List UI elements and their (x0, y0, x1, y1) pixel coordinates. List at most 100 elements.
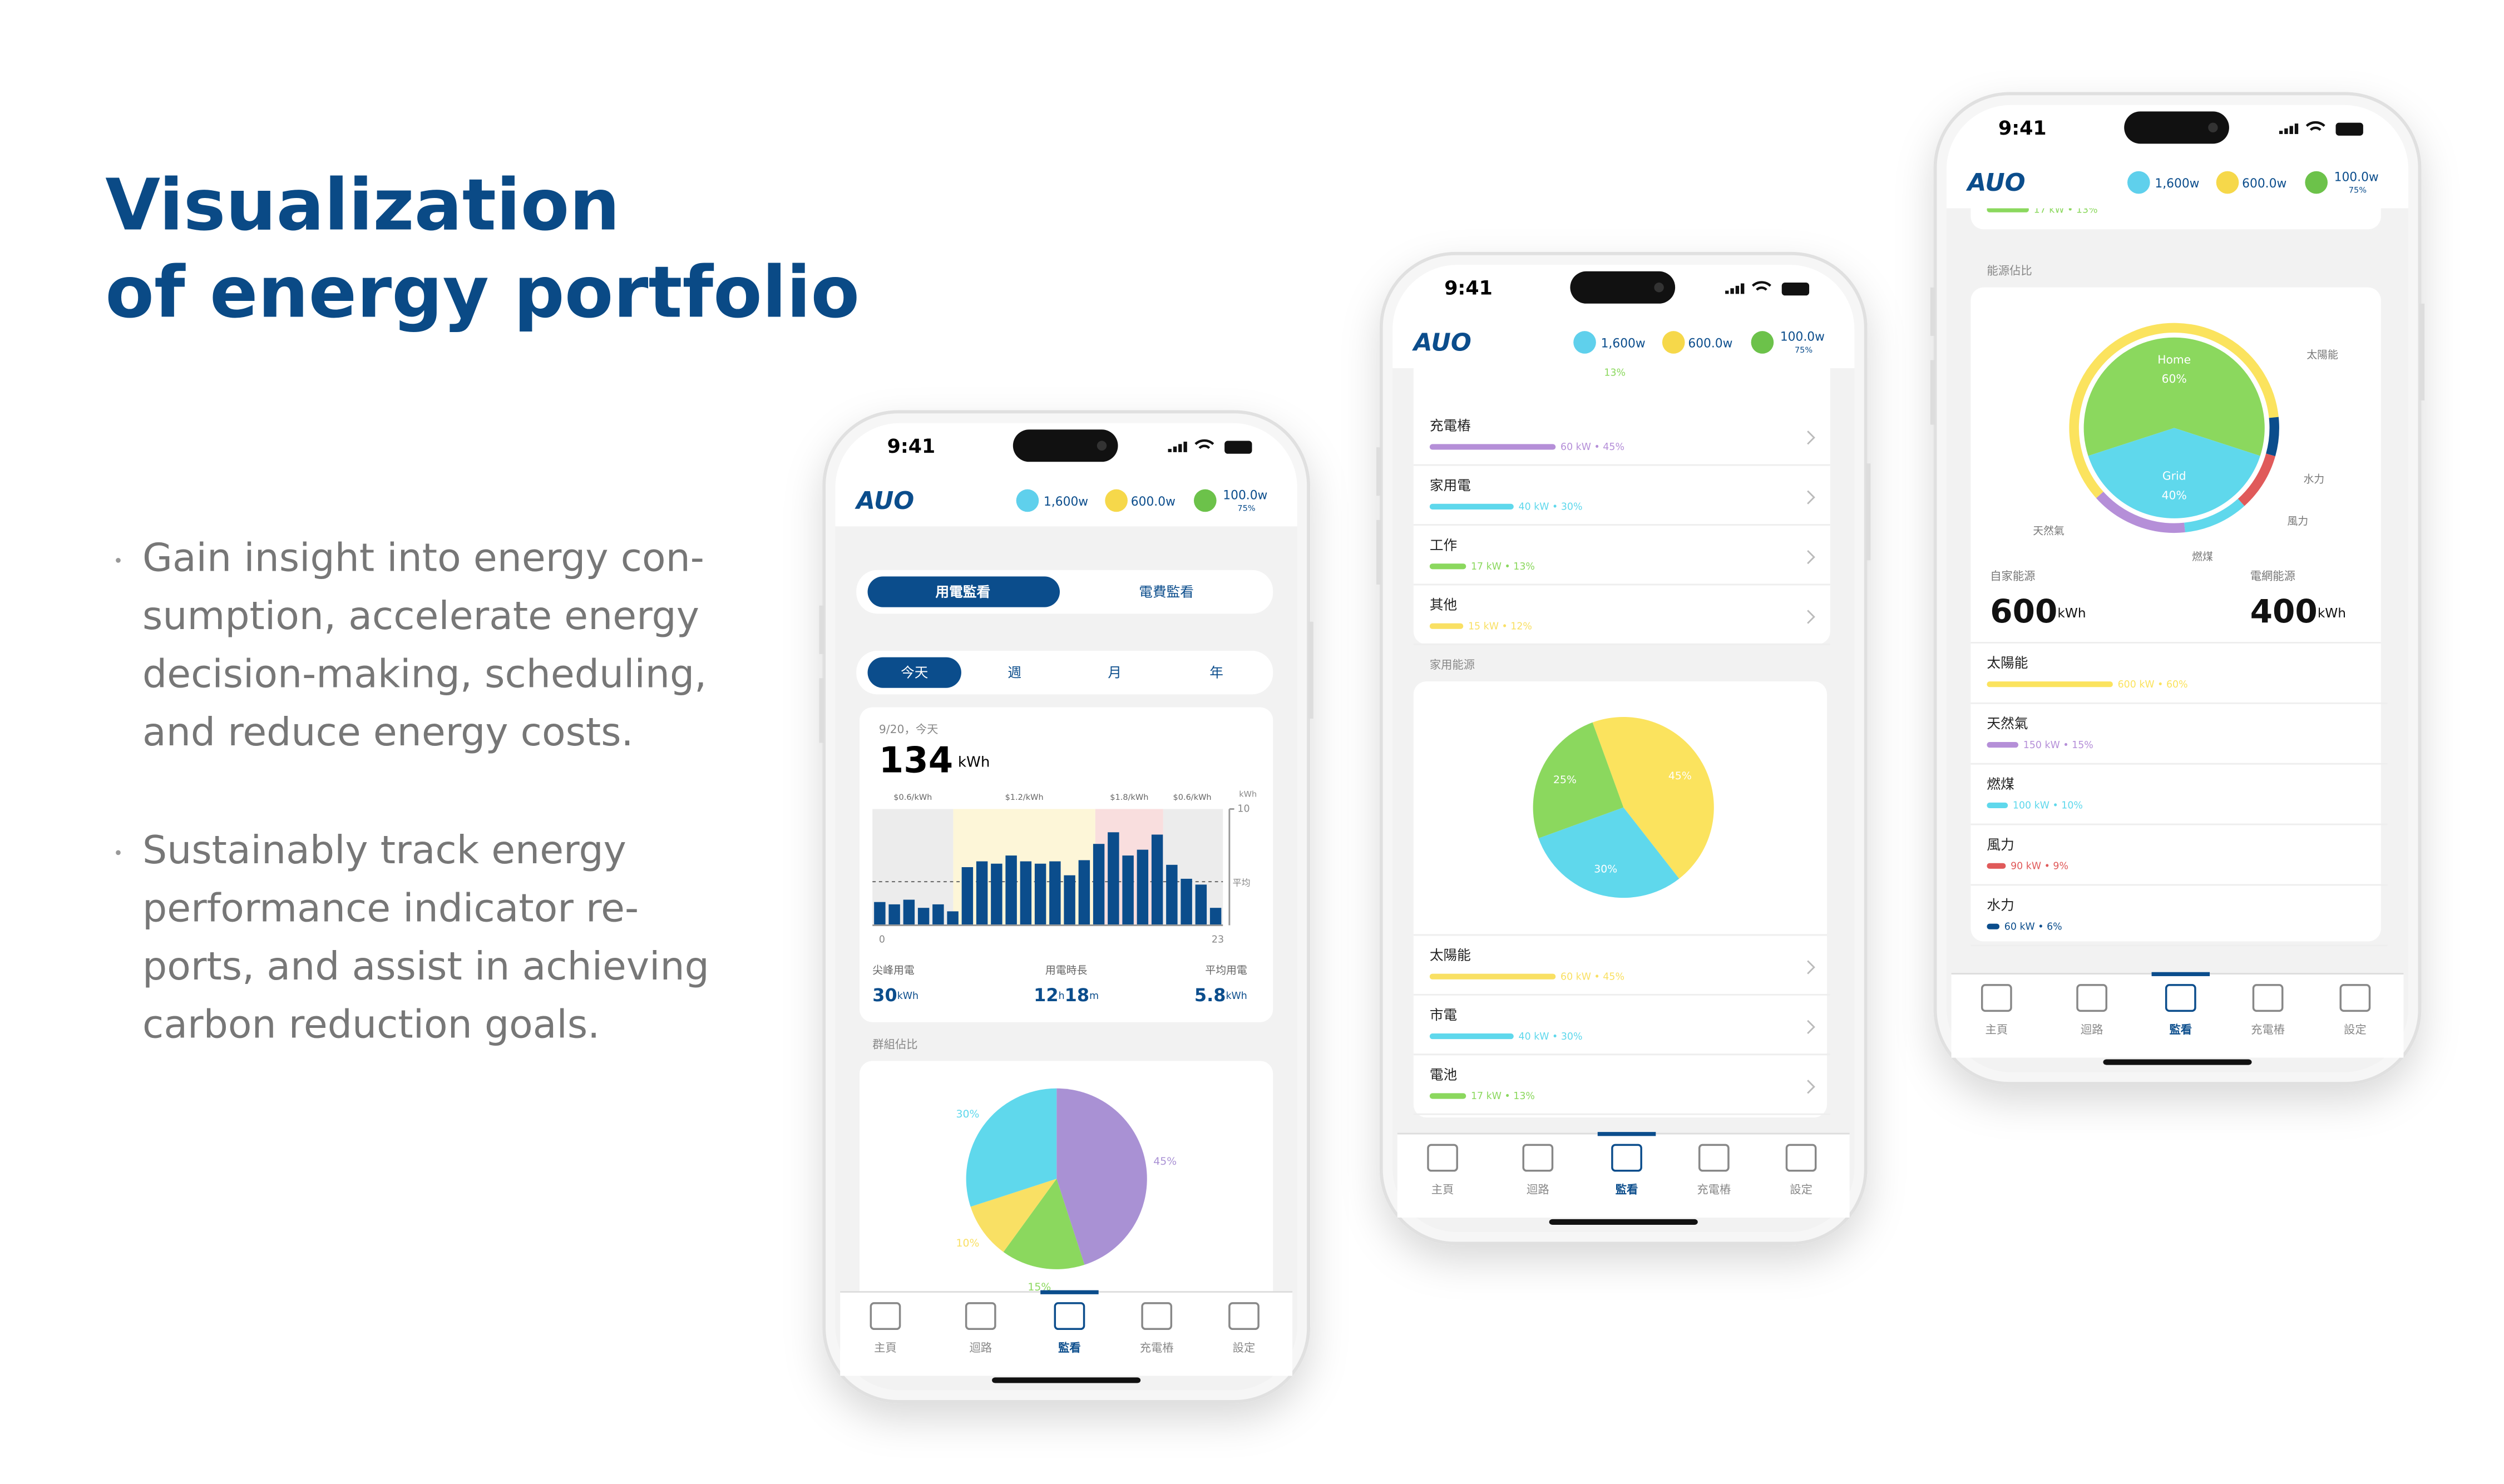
battery-chip (2305, 171, 2328, 194)
signal-bar (1173, 446, 1177, 452)
partial: 13% (1604, 368, 1626, 379)
load-value: 1,600w (1601, 337, 1646, 350)
bullet-text: sumption, accelerate energy (142, 593, 699, 639)
pie-slice (970, 1179, 1057, 1252)
list-bar (1987, 681, 2113, 687)
load-value: 1,600w (2155, 177, 2199, 191)
bar (947, 911, 959, 926)
list-name: 充電樁 (1430, 417, 1471, 433)
home-indicator (992, 1377, 1141, 1383)
total-unit: kWh (958, 754, 990, 770)
chevron (1807, 1020, 1815, 1035)
chevron (1807, 1080, 1815, 1094)
stat-value: 30kWh (872, 985, 918, 1006)
pie-label: 10% (956, 1237, 980, 1249)
stat-part: m (1089, 991, 1099, 1002)
price-label: $1.2/kWh (1005, 793, 1044, 802)
side-button (819, 605, 824, 654)
bar (1093, 844, 1105, 926)
x-label: 0 (879, 934, 885, 946)
battery-icon (1781, 283, 1810, 296)
nav-label[interactable]: 主頁 (1986, 1023, 2008, 1036)
nav-label[interactable]: 監看 (1616, 1183, 1638, 1196)
ring-label: 燃煤 (2192, 551, 2213, 563)
stat-label: 尖峰用電 (872, 964, 915, 976)
side-button (2419, 303, 2425, 400)
nav-label[interactable]: 設定 (2344, 1023, 2367, 1036)
nav-icon (1141, 1302, 1173, 1330)
card (1413, 334, 1830, 645)
nav-label[interactable]: 監看 (2169, 1023, 2192, 1036)
stat-value: 400kWh (2250, 592, 2346, 630)
ring-label: 太陽能 (2307, 349, 2338, 361)
nav-icon (870, 1302, 901, 1330)
nav-label[interactable]: 監看 (1058, 1341, 1081, 1354)
bar (1034, 863, 1046, 926)
nav-label[interactable]: 充電樁 (1697, 1183, 1731, 1196)
ring-segment (2096, 491, 2185, 533)
section-label: 能源佔比 (1987, 264, 2032, 278)
side-button (1376, 447, 1381, 496)
list-name: 家用電 (1430, 477, 1471, 493)
bullet-text: carbon reduction goals. (142, 1002, 600, 1047)
app-logo: AUO (855, 487, 914, 515)
total-label: 電網能源 (2250, 569, 2295, 582)
price-label: $1.8/kWh (1110, 793, 1148, 802)
dynamic-island (1570, 271, 1676, 304)
pie-name: Home (2157, 353, 2191, 366)
nav-bar (1951, 973, 2404, 1058)
nav-icon (2339, 984, 2371, 1012)
ring-label: 風力 (2287, 515, 2308, 527)
nav-icon (1522, 1144, 1554, 1172)
nav-label[interactable]: 充電樁 (1140, 1341, 1174, 1354)
tab[interactable]: 用電監看 (936, 583, 991, 600)
bullet-text: ports, and assist in achieving (142, 944, 709, 989)
period[interactable]: 月 (1108, 665, 1122, 681)
nav-label[interactable]: 主頁 (874, 1341, 897, 1354)
nav-icon (1228, 1302, 1260, 1330)
nav-icon (2252, 984, 2284, 1012)
period-active (867, 657, 961, 688)
nav-icon (2165, 984, 2196, 1012)
nav-icon (1981, 984, 2012, 1012)
period[interactable]: 今天 (901, 665, 928, 681)
pie-label: 60% (2162, 372, 2187, 385)
period[interactable]: 週 (1007, 665, 1021, 681)
stat-part: 12 (1034, 985, 1058, 1006)
price-label: $0.6/kWh (893, 793, 932, 802)
nav-label[interactable]: 主頁 (1431, 1183, 1454, 1196)
list-bar (1429, 973, 1556, 980)
nav-label[interactable]: 設定 (1233, 1341, 1256, 1354)
nav-label[interactable]: 迴路 (2081, 1023, 2103, 1036)
stat-value: 12h18m (1034, 985, 1099, 1006)
nav-label[interactable]: 迴路 (969, 1341, 992, 1354)
nav-icon (1785, 1144, 1817, 1172)
pie-slice (2088, 428, 2260, 518)
battery-chip (1751, 331, 1774, 354)
period[interactable]: 年 (1209, 665, 1223, 681)
list-bar (1429, 623, 1464, 629)
section-label: 家用能源 (1430, 658, 1475, 671)
list-value: 60 kW • 45% (1560, 971, 1624, 982)
list-name: 燃煤 (1987, 776, 2014, 792)
nav-label[interactable]: 充電樁 (2251, 1023, 2285, 1036)
ring-segment (2184, 498, 2245, 533)
pie-slice (966, 1088, 1057, 1207)
pie-slice (1538, 807, 1680, 898)
bar (1108, 832, 1119, 926)
pie-label: 40% (2162, 488, 2187, 502)
battery-icon (2335, 122, 2363, 136)
list-bar (1987, 802, 2008, 809)
nav-label[interactable]: 設定 (1790, 1183, 1812, 1196)
pie-label: 25% (1553, 774, 1577, 786)
bar (1020, 861, 1032, 926)
nav-label[interactable]: 迴路 (1527, 1183, 1549, 1196)
ring-segment (2266, 417, 2279, 457)
bullet-text: decision-making, scheduling, (142, 651, 707, 696)
wifi (2305, 121, 2325, 131)
tab[interactable]: 電費監看 (1139, 583, 1194, 600)
stat-part: kWh (2057, 606, 2086, 621)
pie-slice (1003, 1179, 1085, 1269)
